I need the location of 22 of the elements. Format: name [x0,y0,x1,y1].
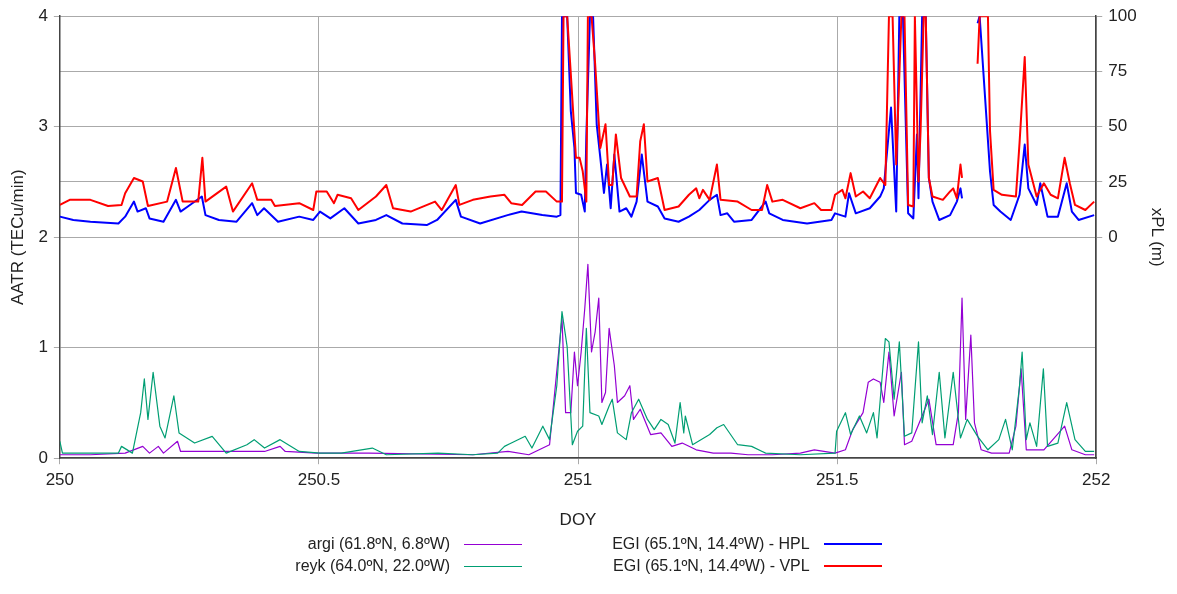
x-tick-label: 250 [45,470,75,490]
legend-label: EGI (65.1ºN, 14.4ºW) - VPL [613,557,810,575]
y2-tick-label: 0 [1108,226,1118,246]
legend-label: argi (61.8ºN, 6.8ºW) [307,535,451,553]
y2-axis-title: xPL (m) [1148,207,1168,267]
y-tick-label: 1 [38,337,48,357]
y-tick-label: 2 [38,226,48,246]
legend-label: EGI (65.1ºN, 14.4ºW) - HPL [612,535,810,553]
x-tick-label: 251 [563,470,593,490]
y-tick-label: 3 [38,116,48,136]
legend-label: reyk (64.0ºN, 22.0ºW) [295,557,451,575]
y-tick-label: 4 [38,5,48,25]
y2-tick-label: 100 [1108,5,1137,25]
y2-tick-label: 75 [1108,61,1128,81]
y2-tick-label: 25 [1108,171,1128,191]
y-tick-label: 0 [38,447,48,467]
x-tick-label: 252 [1082,470,1111,490]
x-tick-label: 251.5 [815,470,859,490]
x-axis-title: DOY [559,510,597,530]
x-tick-label: 250.5 [297,470,341,490]
y2-tick-label: 50 [1108,116,1128,136]
y-axis-title: AATR (TECu/min) [7,169,27,306]
